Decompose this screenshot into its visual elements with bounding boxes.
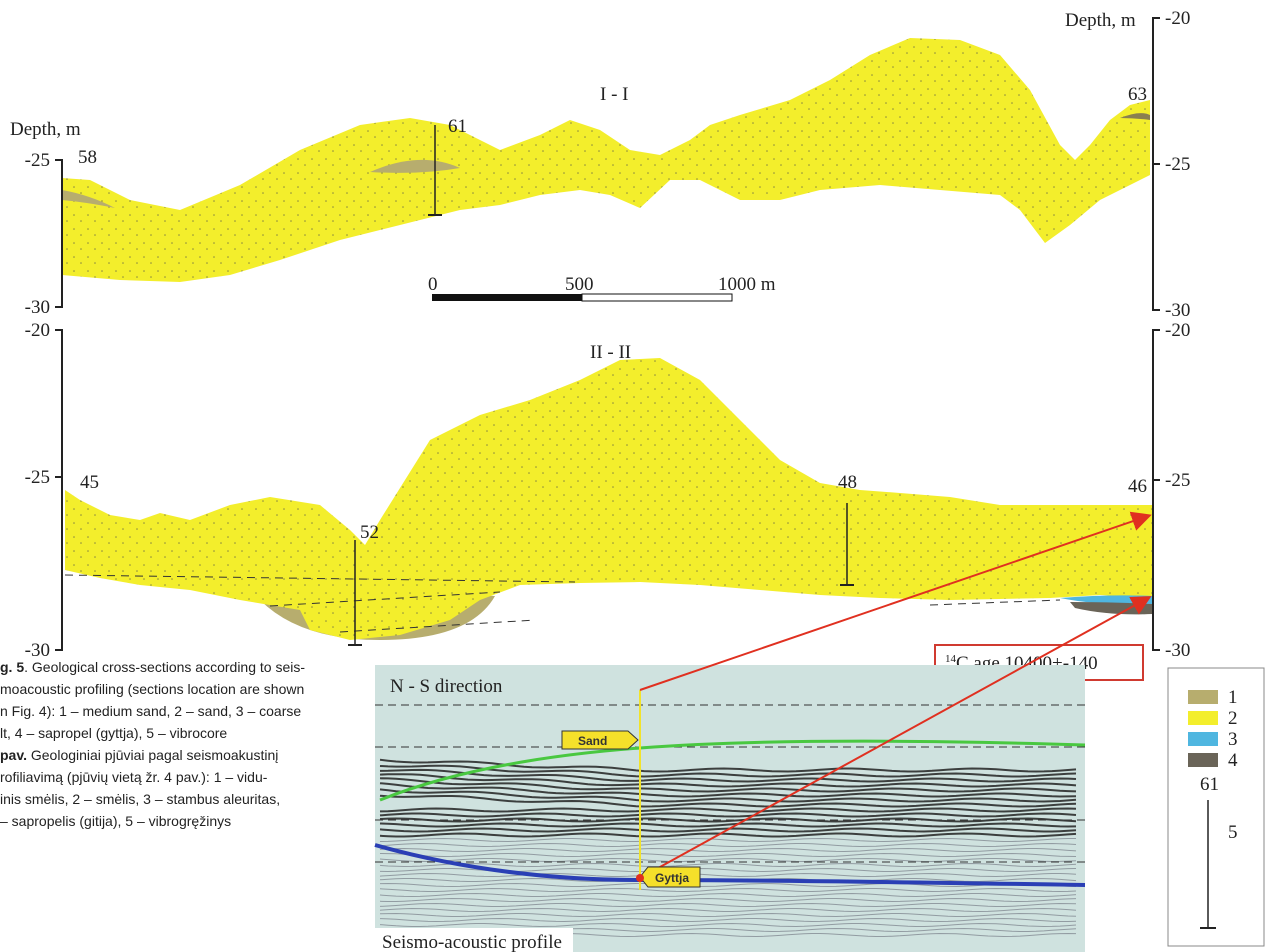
borehole-label: 52: [360, 522, 379, 543]
scale-bar: [432, 294, 582, 301]
legend-swatch: [1188, 732, 1218, 746]
scale-label: 500: [565, 274, 594, 295]
caption-line: g. 5. Geological cross-sections accordin…: [0, 659, 305, 675]
seismic-profile: [375, 665, 1085, 952]
legend: [1168, 668, 1264, 946]
caption-label: g. 5: [0, 659, 24, 675]
tick-label: -25: [1165, 154, 1190, 175]
depth-axis: [1153, 330, 1160, 650]
caption-text: Geologiniai pjūviai pagal seismoakustinį: [27, 747, 278, 763]
borehole-label: 61: [448, 116, 467, 137]
caption-text: . Geological cross-sections according to…: [24, 659, 305, 675]
legend-swatch: [1188, 753, 1218, 767]
caption-line: inis smėlis, 2 – smėlis, 3 – stambus ale…: [0, 791, 280, 807]
tick-label: -20: [1165, 320, 1190, 341]
tick-label: -30: [25, 297, 50, 318]
sand-body: [65, 358, 1152, 640]
legend-label: 2: [1228, 708, 1238, 729]
caption-line: moacoustic profiling (sections location …: [0, 681, 304, 697]
tick-label: -25: [1165, 470, 1190, 491]
seismic-background: [375, 665, 1085, 952]
legend-swatch: [1188, 711, 1218, 725]
figure: Depth, m Depth, m -25 -30 -20 -25 -30 I …: [0, 0, 1273, 952]
legend-label: 5: [1228, 822, 1238, 843]
tick-label: -20: [1165, 8, 1190, 29]
depth-axis: [55, 330, 62, 650]
tick-label: -25: [25, 150, 50, 171]
legend-swatch: [1188, 690, 1218, 704]
sapropel: [1070, 602, 1152, 614]
tag-label: Gyttja: [655, 871, 689, 885]
core-point: [636, 874, 644, 882]
caption-line: rofiliavimą (pjūvių vietą žr. 4 pav.): 1…: [0, 769, 268, 785]
borehole-label: 58: [78, 147, 97, 168]
tick-label: -30: [1165, 640, 1190, 661]
superscript: 14: [945, 653, 957, 665]
section-title: I - I: [600, 84, 628, 105]
scale-label: 1000 m: [718, 274, 776, 295]
legend-label: 3: [1228, 729, 1238, 750]
axis-label: Depth, m: [10, 119, 81, 140]
borehole-label: 63: [1128, 84, 1147, 105]
scale-label: 0: [428, 274, 438, 295]
profile-title: Seismo-acoustic profile: [382, 932, 562, 952]
tick-label: -30: [1165, 300, 1190, 321]
borehole-label: 46: [1128, 476, 1147, 497]
legend-label: 61: [1200, 774, 1219, 795]
legend-label: 4: [1228, 750, 1238, 771]
tick-label: -30: [25, 640, 50, 661]
section-title: II - II: [590, 342, 631, 363]
borehole-label: 48: [838, 472, 857, 493]
legend-label: 1: [1228, 687, 1238, 708]
caption-label: pav.: [0, 747, 27, 763]
tick-label: -20: [25, 320, 50, 341]
axis-label: Depth, m: [1065, 10, 1136, 31]
caption-line: – sapropelis (gitija), 5 – vibrogręžinys: [0, 813, 231, 829]
caption-line: lt, 4 – sapropel (gyttja), 5 – vibrocore: [0, 725, 227, 741]
scale-bar: [582, 294, 732, 301]
profile-direction: N - S direction: [390, 676, 503, 697]
borehole-label: 45: [80, 472, 99, 493]
caption-line: pav. Geologiniai pjūviai pagal seismoaku…: [0, 747, 278, 763]
depth-axis: [55, 160, 62, 307]
sand-body: [62, 38, 1150, 282]
caption-line: n Fig. 4): 1 – medium sand, 2 – sand, 3 …: [0, 703, 301, 719]
tick-label: -25: [25, 467, 50, 488]
tag-label: Sand: [578, 734, 607, 748]
